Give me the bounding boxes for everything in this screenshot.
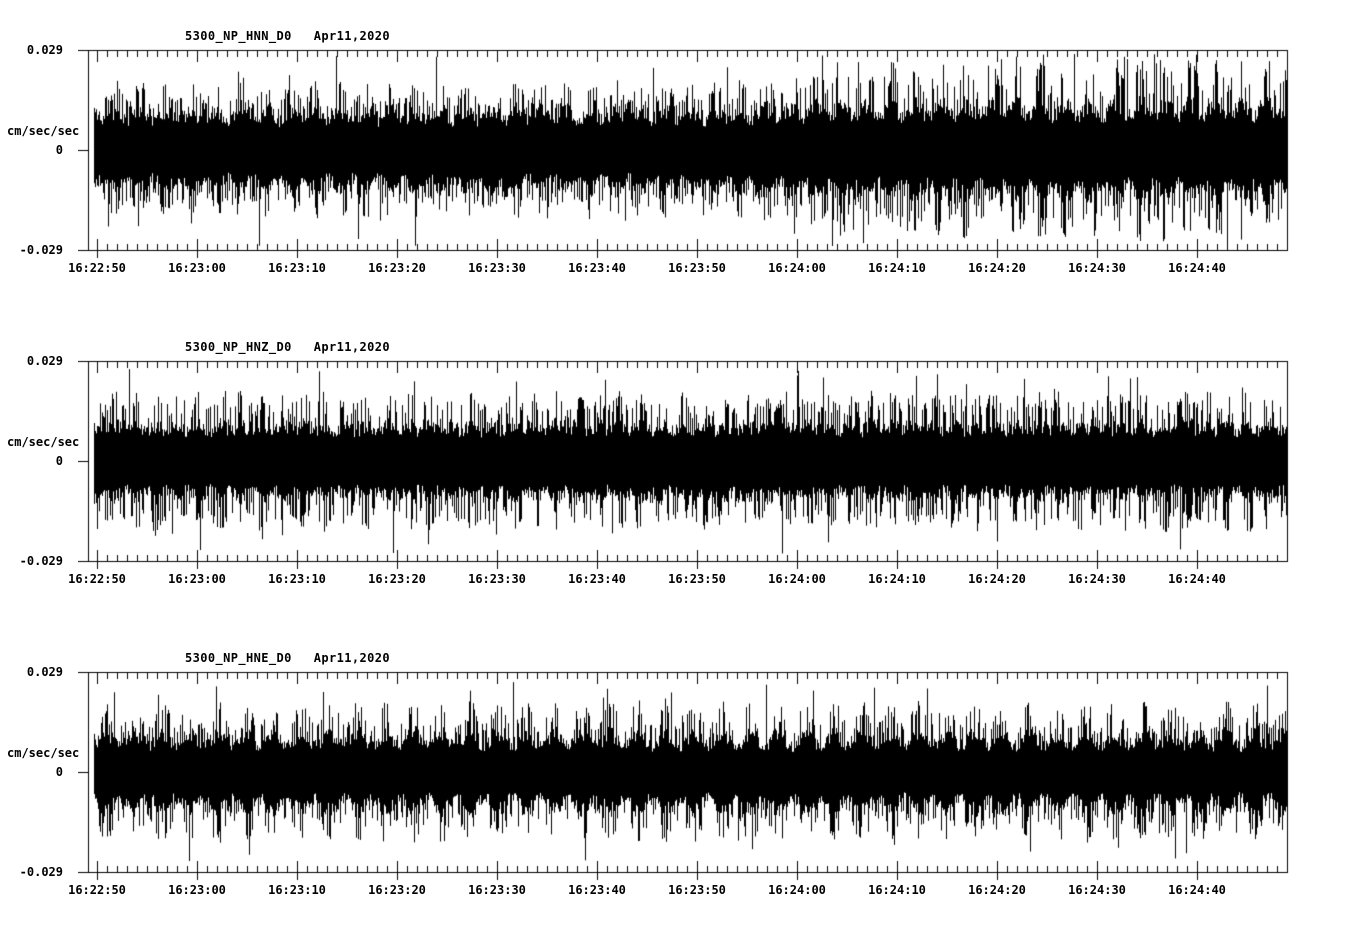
time-tick-label: 16:22:50 (68, 883, 126, 897)
trace-title: 5300_NP_HNZ_D0 Apr11,2020 (185, 340, 390, 354)
trace-date-label: Apr11,2020 (313, 29, 390, 43)
time-tick-label: 16:23:30 (468, 572, 526, 586)
amplitude-max-label: 0.029 (26, 354, 63, 368)
time-tick-label: 16:24:20 (968, 883, 1026, 897)
time-tick-label: 16:23:50 (668, 261, 726, 275)
trace-date-label: Apr11,2020 (313, 340, 390, 354)
time-tick-label: 16:23:50 (668, 883, 726, 897)
time-tick-label: 16:24:30 (1068, 572, 1126, 586)
time-tick-label: 16:23:10 (268, 261, 326, 275)
time-tick-label: 16:23:20 (368, 572, 426, 586)
time-tick-label: 16:23:40 (568, 261, 626, 275)
time-tick-label: 16:24:20 (968, 572, 1026, 586)
seismogram-panel-hne: 5300_NP_HNE_D0 Apr11,2020 0.029 cm/sec/se… (0, 622, 1358, 933)
amplitude-zero-label: 0 (55, 143, 63, 157)
amplitude-max-label: 0.029 (26, 665, 63, 679)
time-tick-label: 16:23:20 (368, 883, 426, 897)
time-tick-label: 16:24:30 (1068, 883, 1126, 897)
time-tick-label: 16:23:50 (668, 572, 726, 586)
amplitude-unit-label: cm/sec/sec (7, 746, 80, 760)
time-tick-label: 16:23:40 (568, 572, 626, 586)
time-tick-label: 16:24:00 (768, 883, 826, 897)
amplitude-unit-label: cm/sec/sec (7, 435, 80, 449)
amplitude-zero-label: 0 (55, 454, 63, 468)
amplitude-unit-label: cm/sec/sec (7, 124, 80, 138)
amplitude-zero-label: 0 (55, 765, 63, 779)
time-tick-label: 16:24:10 (868, 883, 926, 897)
time-tick-label: 16:23:00 (168, 572, 226, 586)
time-tick-label: 16:24:30 (1068, 261, 1126, 275)
time-tick-label: 16:23:10 (268, 572, 326, 586)
time-tick-label: 16:24:10 (868, 261, 926, 275)
time-tick-label: 16:24:40 (1168, 572, 1226, 586)
time-tick-label: 16:22:50 (68, 261, 126, 275)
waveform-plot-hnn (78, 49, 1290, 261)
time-tick-label: 16:24:00 (768, 572, 826, 586)
time-tick-label: 16:22:50 (68, 572, 126, 586)
seismogram-panel-hnz: 5300_NP_HNZ_D0 Apr11,2020 0.029 cm/sec/se… (0, 311, 1358, 622)
time-tick-label: 16:24:10 (868, 572, 926, 586)
trace-date-label: Apr11,2020 (313, 651, 390, 665)
trace-station-channel-label: 5300_NP_HNZ_D0 (185, 340, 292, 354)
time-tick-label: 16:24:40 (1168, 883, 1226, 897)
time-tick-label: 16:23:20 (368, 261, 426, 275)
trace-title: 5300_NP_HNE_D0 Apr11,2020 (185, 651, 390, 665)
seismogram-panel-hnn: 5300_NP_HNN_D0 Apr11,2020 0.029 cm/sec/se… (0, 0, 1358, 311)
amplitude-min-label: -0.029 (19, 865, 63, 879)
time-tick-label: 16:23:30 (468, 261, 526, 275)
time-tick-label: 16:24:40 (1168, 261, 1226, 275)
trace-station-channel-label: 5300_NP_HNE_D0 (185, 651, 292, 665)
trace-title: 5300_NP_HNN_D0 Apr11,2020 (185, 29, 390, 43)
time-tick-label: 16:23:00 (168, 883, 226, 897)
time-tick-label: 16:23:40 (568, 883, 626, 897)
trace-station-channel-label: 5300_NP_HNN_D0 (185, 29, 292, 43)
waveform-plot-hnz (78, 360, 1290, 572)
time-tick-label: 16:24:00 (768, 261, 826, 275)
amplitude-max-label: 0.029 (26, 43, 63, 57)
time-tick-label: 16:23:30 (468, 883, 526, 897)
time-tick-label: 16:23:10 (268, 883, 326, 897)
time-tick-label: 16:24:20 (968, 261, 1026, 275)
time-tick-label: 16:23:00 (168, 261, 226, 275)
waveform-plot-hne (78, 671, 1290, 883)
amplitude-min-label: -0.029 (19, 554, 63, 568)
amplitude-min-label: -0.029 (19, 243, 63, 257)
